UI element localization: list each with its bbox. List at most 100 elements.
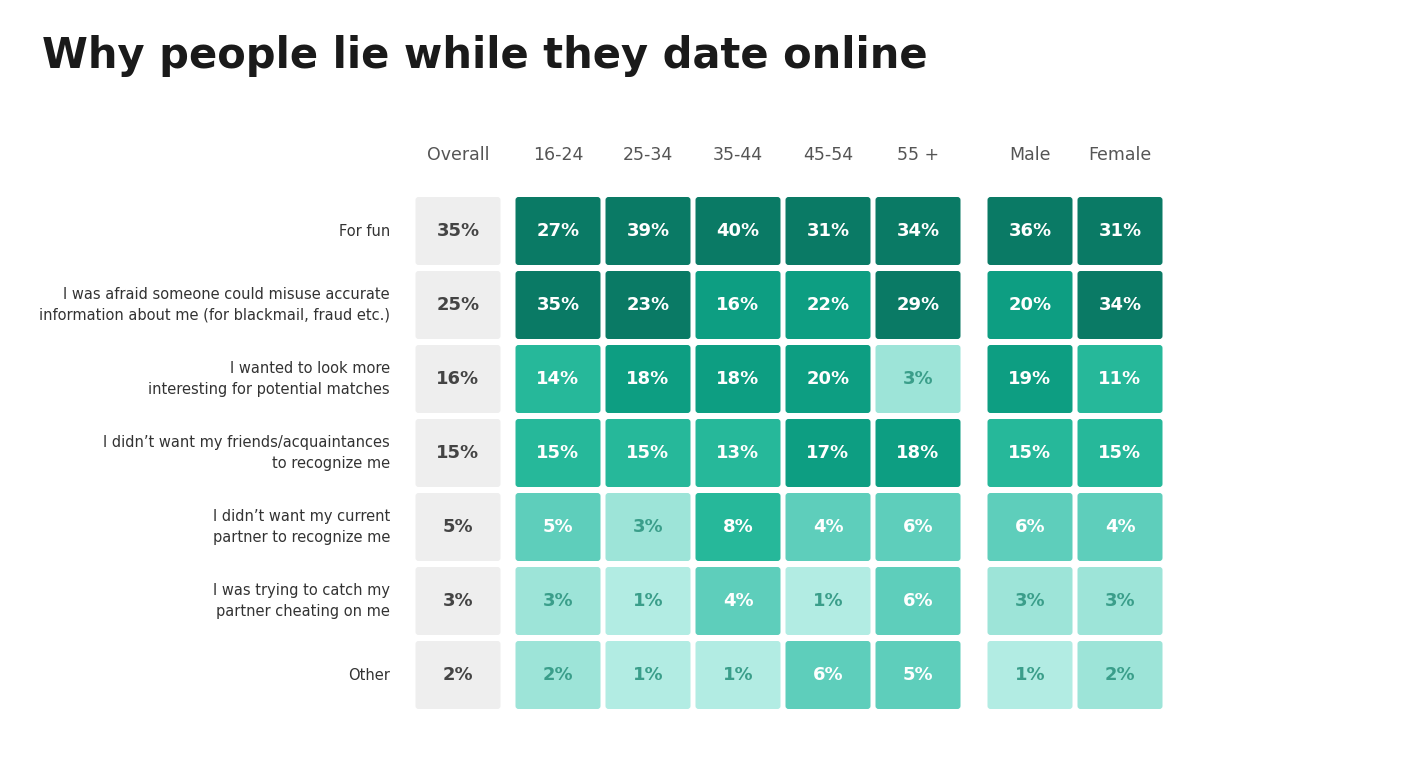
FancyBboxPatch shape: [988, 493, 1072, 561]
FancyBboxPatch shape: [1078, 419, 1162, 487]
Text: 5%: 5%: [443, 518, 473, 536]
Text: 36%: 36%: [1008, 222, 1051, 240]
Text: 4%: 4%: [723, 592, 754, 610]
Text: I didn’t want my current
partner to recognize me: I didn’t want my current partner to reco…: [213, 509, 390, 545]
FancyBboxPatch shape: [516, 493, 601, 561]
FancyBboxPatch shape: [988, 271, 1072, 339]
FancyBboxPatch shape: [695, 197, 781, 265]
Text: 18%: 18%: [897, 444, 940, 462]
FancyBboxPatch shape: [605, 345, 691, 413]
Text: I wanted to look more
interesting for potential matches: I wanted to look more interesting for po…: [149, 361, 390, 397]
FancyBboxPatch shape: [416, 419, 500, 487]
FancyBboxPatch shape: [875, 641, 961, 709]
FancyBboxPatch shape: [1078, 271, 1162, 339]
Text: 17%: 17%: [807, 444, 850, 462]
Text: 3%: 3%: [443, 592, 473, 610]
Text: 1%: 1%: [633, 666, 664, 684]
Text: 1%: 1%: [1015, 666, 1045, 684]
Text: 6%: 6%: [902, 518, 934, 536]
FancyBboxPatch shape: [1078, 197, 1162, 265]
FancyBboxPatch shape: [785, 567, 871, 635]
FancyBboxPatch shape: [1078, 493, 1162, 561]
Text: Female: Female: [1088, 146, 1151, 164]
FancyBboxPatch shape: [695, 567, 781, 635]
Text: 16%: 16%: [437, 370, 480, 388]
Text: 25-34: 25-34: [623, 146, 673, 164]
Text: 3%: 3%: [902, 370, 934, 388]
Text: 35%: 35%: [437, 222, 480, 240]
Text: 45-54: 45-54: [803, 146, 853, 164]
Text: 15%: 15%: [1098, 444, 1141, 462]
FancyBboxPatch shape: [988, 345, 1072, 413]
Text: 1%: 1%: [813, 592, 844, 610]
Text: I was trying to catch my
partner cheating on me: I was trying to catch my partner cheatin…: [213, 583, 390, 619]
Text: 6%: 6%: [1015, 518, 1045, 536]
Text: 16-24: 16-24: [533, 146, 583, 164]
Text: 15%: 15%: [437, 444, 480, 462]
Text: Other: Other: [348, 667, 390, 682]
Text: 34%: 34%: [897, 222, 940, 240]
Text: 16%: 16%: [717, 296, 760, 314]
Text: 11%: 11%: [1098, 370, 1141, 388]
Text: 3%: 3%: [1015, 592, 1045, 610]
Text: 15%: 15%: [537, 444, 580, 462]
FancyBboxPatch shape: [988, 641, 1072, 709]
FancyBboxPatch shape: [605, 197, 691, 265]
Text: 4%: 4%: [1105, 518, 1135, 536]
FancyBboxPatch shape: [695, 641, 781, 709]
Text: 35%: 35%: [537, 296, 580, 314]
FancyBboxPatch shape: [695, 419, 781, 487]
Text: 5%: 5%: [902, 666, 934, 684]
FancyBboxPatch shape: [785, 419, 871, 487]
FancyBboxPatch shape: [605, 567, 691, 635]
Text: 15%: 15%: [1008, 444, 1051, 462]
Text: 35-44: 35-44: [713, 146, 763, 164]
Text: Overall: Overall: [427, 146, 490, 164]
FancyBboxPatch shape: [1078, 641, 1162, 709]
Text: 6%: 6%: [902, 592, 934, 610]
Text: 2%: 2%: [543, 666, 573, 684]
FancyBboxPatch shape: [785, 197, 871, 265]
FancyBboxPatch shape: [516, 345, 601, 413]
FancyBboxPatch shape: [988, 197, 1072, 265]
FancyBboxPatch shape: [516, 567, 601, 635]
Text: 20%: 20%: [1008, 296, 1051, 314]
Text: I didn’t want my friends/acquaintances
to recognize me: I didn’t want my friends/acquaintances t…: [103, 435, 390, 471]
Text: I was afraid someone could misuse accurate
information about me (for blackmail, : I was afraid someone could misuse accura…: [39, 287, 390, 323]
Text: 18%: 18%: [627, 370, 670, 388]
FancyBboxPatch shape: [605, 419, 691, 487]
FancyBboxPatch shape: [516, 271, 601, 339]
Text: 4%: 4%: [813, 518, 844, 536]
Text: 15%: 15%: [627, 444, 670, 462]
FancyBboxPatch shape: [695, 493, 781, 561]
Text: For fun: For fun: [338, 223, 390, 239]
FancyBboxPatch shape: [416, 567, 500, 635]
FancyBboxPatch shape: [785, 345, 871, 413]
Text: 34%: 34%: [1098, 296, 1141, 314]
Text: 3%: 3%: [543, 592, 573, 610]
Text: 25%: 25%: [437, 296, 480, 314]
Text: 3%: 3%: [1105, 592, 1135, 610]
Text: 19%: 19%: [1008, 370, 1051, 388]
FancyBboxPatch shape: [875, 197, 961, 265]
FancyBboxPatch shape: [416, 271, 500, 339]
FancyBboxPatch shape: [875, 493, 961, 561]
Text: 5%: 5%: [543, 518, 573, 536]
FancyBboxPatch shape: [785, 271, 871, 339]
Text: 31%: 31%: [1098, 222, 1141, 240]
Text: 3%: 3%: [633, 518, 664, 536]
Text: 29%: 29%: [897, 296, 940, 314]
Text: 2%: 2%: [443, 666, 473, 684]
FancyBboxPatch shape: [605, 493, 691, 561]
Text: 55 +: 55 +: [897, 146, 940, 164]
Text: 6%: 6%: [813, 666, 844, 684]
Text: 18%: 18%: [717, 370, 760, 388]
Text: Male: Male: [1010, 146, 1051, 164]
Text: 31%: 31%: [807, 222, 850, 240]
FancyBboxPatch shape: [416, 493, 500, 561]
FancyBboxPatch shape: [785, 641, 871, 709]
Text: 27%: 27%: [537, 222, 580, 240]
FancyBboxPatch shape: [605, 641, 691, 709]
FancyBboxPatch shape: [516, 419, 601, 487]
FancyBboxPatch shape: [875, 271, 961, 339]
